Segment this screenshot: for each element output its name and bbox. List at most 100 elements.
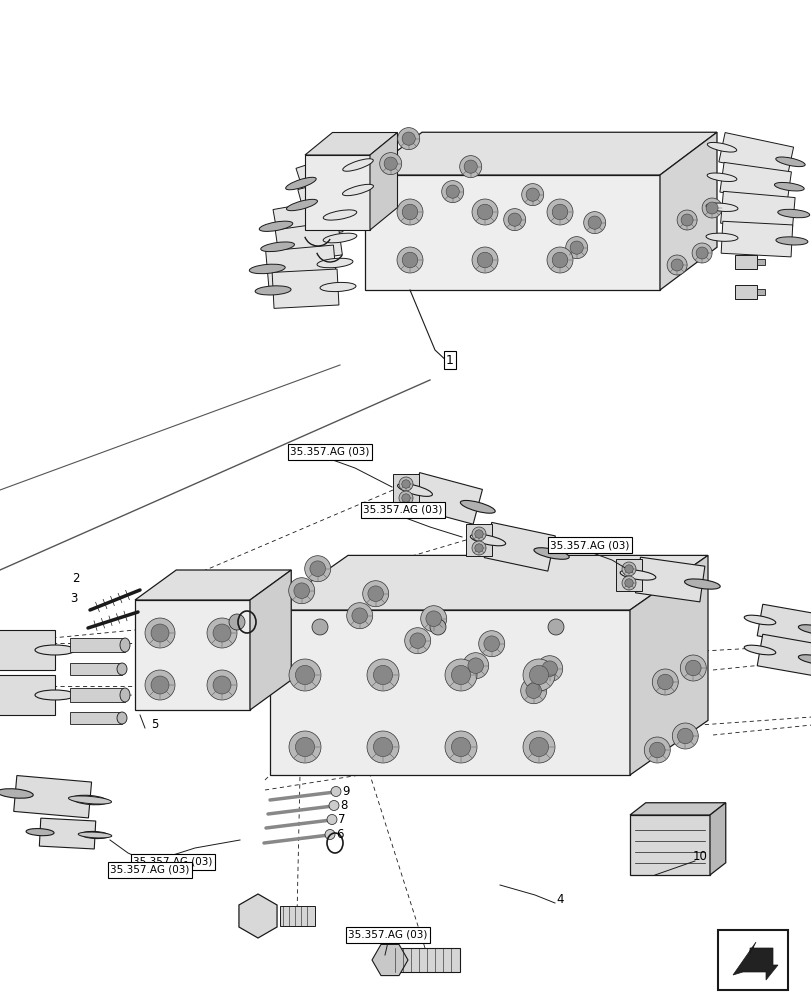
Circle shape bbox=[351, 608, 367, 624]
Circle shape bbox=[471, 527, 486, 541]
Ellipse shape bbox=[744, 615, 775, 625]
Circle shape bbox=[565, 237, 587, 259]
Circle shape bbox=[459, 156, 481, 178]
Ellipse shape bbox=[120, 638, 130, 652]
Circle shape bbox=[397, 128, 419, 150]
Text: 5: 5 bbox=[151, 718, 158, 732]
Polygon shape bbox=[298, 175, 362, 220]
Circle shape bbox=[445, 185, 459, 198]
Ellipse shape bbox=[534, 548, 569, 559]
Circle shape bbox=[649, 742, 664, 758]
Circle shape bbox=[474, 544, 483, 552]
Circle shape bbox=[363, 581, 388, 607]
Bar bbox=[393, 474, 418, 506]
Circle shape bbox=[477, 252, 492, 268]
Circle shape bbox=[521, 184, 543, 206]
Circle shape bbox=[367, 586, 383, 602]
Circle shape bbox=[680, 655, 706, 681]
Polygon shape bbox=[270, 555, 707, 610]
Circle shape bbox=[401, 252, 418, 268]
Ellipse shape bbox=[320, 282, 355, 292]
Polygon shape bbox=[720, 221, 792, 257]
Circle shape bbox=[483, 636, 499, 652]
Circle shape bbox=[621, 562, 635, 576]
Circle shape bbox=[310, 561, 325, 576]
Circle shape bbox=[207, 618, 237, 648]
Ellipse shape bbox=[249, 264, 285, 274]
Polygon shape bbox=[365, 132, 716, 175]
Circle shape bbox=[367, 659, 398, 691]
Ellipse shape bbox=[705, 233, 737, 241]
Ellipse shape bbox=[706, 142, 736, 152]
Circle shape bbox=[367, 731, 398, 763]
Ellipse shape bbox=[706, 173, 736, 182]
Ellipse shape bbox=[775, 237, 807, 245]
Ellipse shape bbox=[35, 690, 75, 700]
Circle shape bbox=[444, 659, 476, 691]
Circle shape bbox=[324, 829, 335, 839]
Circle shape bbox=[624, 565, 633, 573]
Polygon shape bbox=[0, 630, 55, 670]
Bar bbox=[70, 638, 125, 652]
Circle shape bbox=[477, 204, 492, 220]
Polygon shape bbox=[629, 815, 709, 875]
Bar bbox=[756, 289, 764, 295]
Polygon shape bbox=[272, 198, 342, 243]
Circle shape bbox=[420, 606, 446, 632]
Circle shape bbox=[401, 204, 418, 220]
Circle shape bbox=[529, 737, 548, 757]
Text: 1: 1 bbox=[445, 354, 453, 366]
Polygon shape bbox=[270, 610, 629, 775]
Polygon shape bbox=[659, 132, 716, 290]
Bar bbox=[280, 906, 315, 926]
Circle shape bbox=[503, 209, 525, 231]
Ellipse shape bbox=[323, 233, 356, 243]
Circle shape bbox=[145, 670, 175, 700]
Circle shape bbox=[327, 814, 337, 824]
Circle shape bbox=[212, 676, 230, 694]
Polygon shape bbox=[410, 473, 482, 524]
Ellipse shape bbox=[470, 534, 505, 546]
Text: 35.357.AG (03): 35.357.AG (03) bbox=[110, 865, 190, 875]
Circle shape bbox=[311, 619, 328, 635]
Circle shape bbox=[569, 241, 582, 254]
Polygon shape bbox=[483, 522, 555, 571]
Circle shape bbox=[404, 628, 430, 654]
Polygon shape bbox=[709, 803, 725, 875]
Ellipse shape bbox=[774, 182, 803, 191]
Circle shape bbox=[441, 181, 463, 203]
Ellipse shape bbox=[342, 159, 373, 171]
Text: 10: 10 bbox=[692, 850, 706, 863]
Circle shape bbox=[508, 213, 521, 226]
Ellipse shape bbox=[78, 832, 112, 838]
Ellipse shape bbox=[777, 209, 809, 218]
Circle shape bbox=[151, 624, 169, 642]
Ellipse shape bbox=[775, 157, 805, 167]
Circle shape bbox=[691, 243, 711, 263]
Circle shape bbox=[401, 494, 410, 502]
Circle shape bbox=[331, 786, 341, 796]
Ellipse shape bbox=[255, 286, 290, 295]
Circle shape bbox=[451, 737, 470, 757]
Ellipse shape bbox=[620, 570, 655, 580]
Ellipse shape bbox=[68, 796, 111, 804]
Text: 8: 8 bbox=[340, 799, 347, 812]
Circle shape bbox=[474, 530, 483, 538]
Ellipse shape bbox=[120, 688, 130, 702]
Circle shape bbox=[398, 477, 413, 491]
Circle shape bbox=[151, 676, 169, 694]
Circle shape bbox=[462, 653, 488, 679]
Text: 35.357.AG (03): 35.357.AG (03) bbox=[363, 505, 442, 515]
Circle shape bbox=[471, 247, 497, 273]
Polygon shape bbox=[250, 570, 291, 710]
Polygon shape bbox=[272, 269, 338, 308]
Ellipse shape bbox=[285, 177, 315, 190]
Polygon shape bbox=[719, 162, 791, 202]
Circle shape bbox=[541, 661, 557, 677]
Ellipse shape bbox=[397, 484, 432, 496]
Polygon shape bbox=[757, 604, 811, 645]
Bar bbox=[466, 524, 491, 556]
Circle shape bbox=[397, 199, 423, 225]
Circle shape bbox=[380, 153, 401, 175]
Ellipse shape bbox=[342, 184, 373, 196]
